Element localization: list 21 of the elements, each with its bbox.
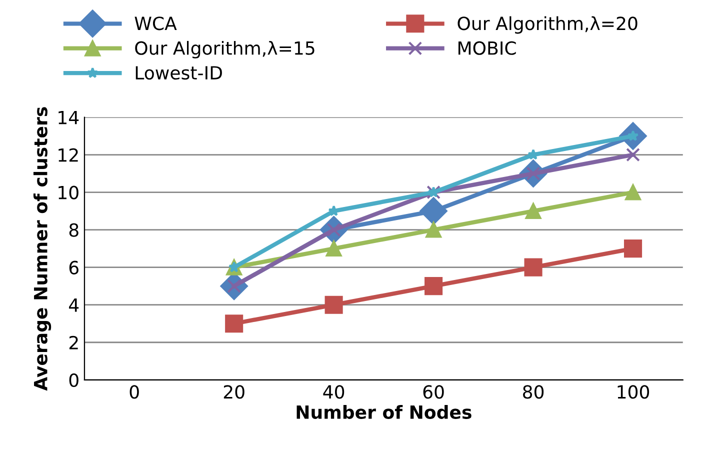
legend-label: MOBIC	[458, 41, 516, 55]
legend-label: Our Algorithm,λ=20	[458, 16, 638, 34]
x-axis-title: Number of Nodes	[296, 405, 472, 419]
legend-label: Lowest-ID	[136, 66, 222, 80]
y-tick-label: 12	[58, 148, 78, 162]
x-tick-label: 20	[224, 385, 244, 399]
x-tick-label: 100	[618, 385, 650, 399]
y-axis-title: Average Numner of clusters	[33, 107, 52, 391]
legend-label: WCA	[134, 16, 177, 30]
y-tick-label: 4	[69, 298, 79, 312]
y-tick-label: 6	[69, 260, 78, 274]
y-tick-label: 8	[69, 223, 78, 237]
x-tick-label: 0	[130, 385, 139, 399]
x-tick-label: 80	[523, 385, 544, 399]
legend-label: Our Algorithm,λ=15	[135, 40, 314, 58]
x-tick-label: 40	[323, 385, 344, 399]
y-tick-label: 0	[69, 373, 78, 388]
x-tick-label: 60	[423, 385, 444, 399]
y-tick-label: 2	[69, 336, 78, 350]
y-tick-label: 10	[58, 186, 78, 200]
y-tick-label: 14	[58, 110, 79, 124]
